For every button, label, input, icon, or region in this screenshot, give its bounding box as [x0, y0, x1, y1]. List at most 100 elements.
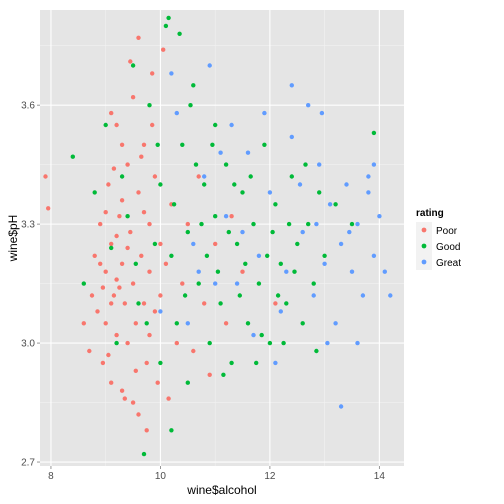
data-point-good [169, 428, 174, 433]
data-point-good [136, 301, 141, 306]
data-point-poor [89, 293, 95, 298]
data-point-poor [117, 285, 122, 290]
data-point-poor [114, 277, 119, 282]
data-point-good [180, 142, 185, 147]
data-point-good [303, 162, 308, 167]
data-point-poor [114, 233, 119, 239]
data-point-poor [166, 396, 171, 401]
data-point-good [158, 360, 163, 366]
data-point-poor [161, 47, 166, 52]
data-point-poor [109, 380, 114, 385]
data-point-great [229, 122, 234, 128]
data-point-great [347, 229, 352, 235]
data-point-poor [111, 293, 117, 298]
data-point-poor [207, 372, 212, 377]
data-point-good [265, 253, 270, 258]
data-point-poor [98, 261, 103, 266]
data-point-great [207, 63, 212, 68]
y-axis-ticks: 2.7 3.0 3.3 3.6 [21, 101, 40, 469]
data-point-great [262, 110, 267, 116]
data-point-great [240, 229, 245, 235]
data-point-poor [141, 210, 147, 215]
data-point-good [295, 241, 300, 247]
data-point-great [300, 229, 305, 235]
data-point-poor [147, 332, 152, 338]
data-point-good [232, 182, 237, 187]
legend-label-poor: Poor [436, 226, 458, 237]
data-point-great [366, 174, 371, 179]
y-axis-title: wine$pH [6, 215, 20, 263]
legend-item-good: Good [416, 238, 460, 254]
data-point-poor [117, 214, 122, 219]
data-point-great [245, 150, 251, 155]
data-point-good [245, 321, 251, 326]
data-point-poor [109, 301, 114, 306]
data-point-good [273, 202, 278, 207]
data-point-poor [130, 281, 136, 286]
data-point-poor [119, 388, 125, 393]
data-point-good [314, 348, 319, 354]
data-point-good [92, 190, 97, 195]
data-point-poor [109, 241, 114, 247]
data-point-poor [95, 309, 100, 314]
legend-dot-great [421, 259, 427, 265]
data-point-great [314, 221, 319, 227]
data-point-good [251, 221, 256, 227]
data-point-good [371, 130, 377, 136]
data-point-poor [152, 309, 158, 314]
data-point-great [218, 150, 223, 155]
data-point-good [221, 372, 226, 377]
data-point-poor [103, 321, 108, 326]
data-point-great [284, 269, 289, 274]
data-point-good [281, 340, 286, 346]
data-point-poor [81, 321, 87, 326]
data-point-poor [180, 281, 185, 286]
data-point-poor [103, 210, 108, 215]
data-point-good [218, 301, 223, 306]
data-point-good [262, 142, 267, 147]
data-point-poor [139, 253, 144, 258]
data-point-poor [139, 154, 144, 159]
data-point-great [377, 214, 382, 219]
data-point-good [193, 162, 199, 167]
legend-dot-good [421, 243, 427, 249]
data-point-poor [106, 182, 111, 187]
data-point-poor [174, 340, 179, 346]
y-tick-label: 3.6 [21, 101, 35, 112]
data-point-poor [106, 352, 111, 358]
data-point-poor [223, 321, 229, 326]
data-point-great [223, 214, 229, 219]
data-point-good [169, 253, 174, 258]
data-point-good [311, 281, 316, 286]
data-point-good [226, 229, 231, 235]
data-point-great [256, 253, 262, 258]
data-point-good [152, 241, 158, 247]
data-point-good [243, 261, 248, 266]
data-point-poor [141, 142, 147, 147]
data-point-poor [229, 214, 234, 219]
legend-label-great: Great [436, 258, 461, 269]
data-point-good [144, 321, 149, 326]
data-point-good [254, 360, 259, 366]
data-point-good [174, 321, 179, 326]
data-point-good [248, 174, 253, 179]
series-great [158, 63, 393, 409]
data-point-good [114, 340, 119, 346]
data-point-great [366, 190, 371, 195]
data-point-great [355, 221, 360, 227]
x-tick-label: 10 [155, 471, 167, 482]
data-point-great [234, 281, 240, 286]
data-point-great [289, 134, 294, 140]
data-point-poor [185, 221, 190, 227]
data-point-good [141, 451, 147, 457]
data-point-good [306, 221, 311, 227]
data-point-poor [114, 122, 119, 128]
data-point-poor [133, 368, 138, 373]
data-point-great [185, 321, 190, 326]
data-point-good [237, 293, 242, 298]
data-point-good [81, 281, 87, 286]
legend-item-great: Great [416, 254, 461, 270]
y-tick-label: 3.3 [21, 220, 35, 231]
data-point-poor [98, 221, 103, 227]
data-point-poor [191, 348, 196, 354]
